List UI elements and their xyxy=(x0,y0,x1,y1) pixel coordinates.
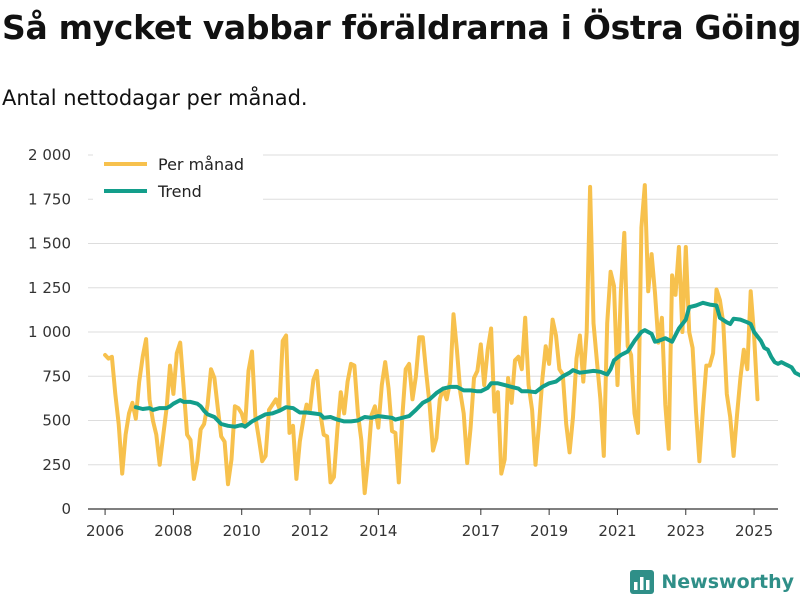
legend-background xyxy=(93,150,263,206)
x-tick-label: 2014 xyxy=(359,522,397,540)
x-axis-ticks: 2006 2008 2010 2012 2014 2017 2019 2021 2023 2025 xyxy=(86,509,773,540)
y-tick-label: 500 xyxy=(42,412,71,430)
y-tick-label: 0 xyxy=(61,500,71,518)
series xyxy=(103,183,800,496)
x-tick-label: 2006 xyxy=(86,522,124,540)
x-tick-label: 2021 xyxy=(598,522,636,540)
legend-label-trend: Trend xyxy=(157,182,202,201)
y-tick-label: 2 000 xyxy=(28,146,71,164)
x-tick-label: 2023 xyxy=(667,522,705,540)
legend-label-per-manad: Per månad xyxy=(158,155,244,174)
x-tick-label: 2012 xyxy=(291,522,329,540)
series-line-per-manad xyxy=(103,183,760,496)
y-tick-label: 1 250 xyxy=(28,279,71,297)
y-tick-label: 1 500 xyxy=(28,235,71,253)
y-tick-label: 750 xyxy=(42,367,71,385)
chart: 0 250 500 750 1 000 1 250 1 500 1 750 2 000 2006… xyxy=(28,146,800,540)
y-tick-label: 1 000 xyxy=(28,323,71,341)
x-tick-label: 2019 xyxy=(530,522,568,540)
x-tick-label: 2008 xyxy=(154,522,192,540)
series-line-trend xyxy=(133,300,800,429)
y-axis-ticks: 0 250 500 750 1 000 1 250 1 500 1 750 2 000 xyxy=(28,146,71,518)
page-subtitle: Antal nettodagar per månad. xyxy=(2,86,308,110)
bar-chart-logo-icon xyxy=(630,570,655,594)
page-title: Så mycket vabbar föräldrarna i Östra Göi… xyxy=(2,8,800,47)
x-tick-label: 2010 xyxy=(223,522,261,540)
brand-name: Newsworthy xyxy=(661,571,794,593)
x-tick-label: 2025 xyxy=(735,522,773,540)
brand: Newsworthy xyxy=(630,570,794,594)
x-tick-label: 2017 xyxy=(462,522,500,540)
legend: Per månad Trend xyxy=(93,150,263,206)
y-tick-label: 250 xyxy=(42,456,71,474)
y-tick-label: 1 750 xyxy=(28,190,71,208)
